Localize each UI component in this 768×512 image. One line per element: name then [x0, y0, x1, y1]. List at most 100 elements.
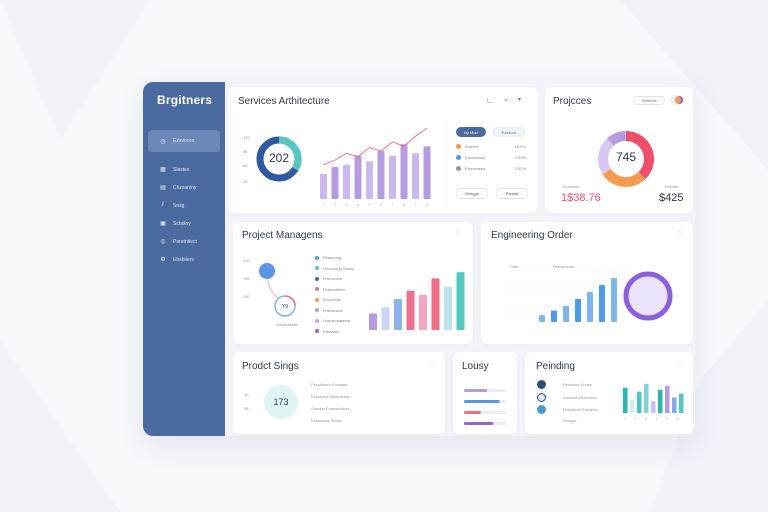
pending-bar — [679, 393, 684, 413]
pm-legend-item: Pnercenss — [315, 276, 342, 281]
legend-dot — [315, 329, 319, 333]
y-tick-mark: · — [496, 317, 497, 321]
y-tick-mark: · — [496, 293, 497, 297]
sidebar-item-6[interactable]: ⚙ Ebsbiters — [148, 251, 220, 268]
projects-donut-slice — [606, 131, 627, 147]
chevron-left-icon[interactable]: ∟ — [486, 96, 494, 105]
y-tick: 750 — [243, 276, 250, 281]
lousy-progress-chart — [464, 389, 506, 425]
legend-value: 2.52% — [514, 166, 526, 171]
x-tick-label: 5 — [666, 417, 668, 421]
sidebar-item-label: Chzsaniny — [173, 184, 197, 191]
product-item-1: Ezerdned Sesesshics — [311, 394, 350, 399]
legend-label: Pnochess — [323, 297, 341, 302]
pill-by-mod[interactable]: By Mod — [456, 127, 486, 137]
projects-donut-slice — [602, 168, 646, 187]
pill-ezssore[interactable]: Ezssore — [492, 127, 526, 137]
legend-item-0: Sraceld 15.5% — [456, 144, 526, 149]
sidebar-item-label: Slastes — [173, 166, 190, 173]
pending-item-1: Eosdioed Sesoicss — [563, 395, 597, 400]
services-bar — [412, 153, 419, 199]
y-tick: 200 — [243, 294, 250, 299]
x-tick-label: 4 — [357, 203, 359, 207]
services-bar — [331, 167, 339, 199]
button-pausar[interactable]: Pausar — [496, 188, 528, 199]
more-icon[interactable]: › — [457, 230, 459, 236]
lousy-title: Lousy — [462, 361, 489, 372]
services-bar — [423, 146, 431, 199]
engineering-bar — [563, 305, 569, 322]
x-tick-label: 2 — [635, 417, 637, 421]
engineering-bar — [611, 278, 617, 322]
toggle-icon[interactable] — [670, 95, 684, 105]
pending-item-2: Pcenidnet Sssnehie — [563, 407, 599, 412]
dropdown-icon[interactable]: ▾ — [518, 97, 522, 103]
pending-ico-1 — [537, 393, 546, 402]
x-tick-label: 10 — [425, 203, 429, 207]
sidebar-item-1[interactable]: ▦ Slastes — [148, 161, 220, 178]
legend-dot — [456, 166, 461, 171]
pm-bar — [381, 307, 390, 330]
legend-value: 2.52% — [514, 155, 526, 160]
legend-dot — [315, 266, 319, 270]
pm-bar — [431, 278, 440, 330]
projects-donut-slice — [625, 131, 654, 180]
x-tick-label: 3 — [645, 417, 647, 421]
legend-label: Sraceld — [465, 144, 479, 149]
more-icon[interactable]: › — [431, 361, 433, 367]
pending-bar — [630, 399, 635, 413]
legend-label: Evnzweses — [465, 155, 486, 160]
pending-chart: 1 2 3 4 5 6 — [623, 383, 684, 421]
side-tick: 38 — [244, 406, 249, 411]
sidebar-item-2[interactable]: ▤ Chzsaniny — [148, 179, 220, 196]
engineering-card: Engineering Order › Tdise Pencersuss · · ·… — [481, 222, 693, 344]
sidebar-item-5[interactable]: ◎ Paretntiect — [148, 233, 220, 250]
projects-left-label: Evensies — [563, 184, 580, 189]
project-mgmt-card: Project Managens › 100 750 200 Y9 Gasian… — [233, 222, 473, 344]
services-bar — [389, 155, 396, 199]
button-eseggs[interactable]: Eseggs — [456, 188, 488, 199]
pending-card: Peinding › Penslnes Snoss Eosdioed Sesoi… — [525, 352, 693, 434]
chevron-down-icon[interactable]: ⌄ — [503, 96, 509, 103]
services-bar — [366, 161, 373, 199]
engineering-title: Engineering Order — [491, 230, 573, 241]
clock-icon: ◷ — [160, 138, 166, 145]
x-tick-label: 9 — [415, 203, 417, 207]
pm-bar — [369, 313, 377, 330]
engineering-legend-1: Pencersuss — [553, 264, 574, 269]
progress-fill — [464, 389, 488, 392]
sidebar-item-label: Scholny — [173, 220, 191, 227]
progress-fill — [464, 411, 481, 414]
services-trend-line — [323, 127, 428, 166]
x-tick-label: 8 — [403, 203, 405, 207]
projects-tag[interactable]: Siestuns — [633, 96, 665, 105]
x-tick-label: 5 — [369, 203, 371, 207]
pm-bar — [456, 272, 465, 330]
legend-label: Poaneasees — [323, 286, 346, 292]
pm-legend-item: Gosnevaaterss — [315, 318, 350, 323]
services-bar — [377, 151, 385, 199]
sidebar-item-label: Paretntiect — [173, 238, 197, 245]
more-icon[interactable]: › — [679, 361, 681, 367]
services-title: Services Arthitecture — [238, 96, 330, 107]
donut-ring-segment — [278, 136, 302, 171]
pm-bar — [406, 290, 415, 330]
legend-dot — [315, 308, 319, 312]
x-tick-label: 2 — [334, 203, 336, 207]
sidebar-item-3[interactable]: ⫽ Snsg — [148, 197, 220, 214]
pending-item-3: Sesppir — [563, 418, 577, 423]
sidebar-item-4[interactable]: ▣ Scholny — [148, 215, 220, 232]
legend-label: Pnercenss — [323, 276, 342, 281]
legend-label: Paraalbs — [323, 328, 339, 334]
x-tick-label: 1 — [624, 417, 626, 421]
services-bar — [400, 144, 408, 199]
x-tick-label: 4 — [656, 417, 658, 421]
chart-icon: ⫽ — [161, 202, 165, 208]
engineering-bar — [587, 291, 593, 322]
user-icon: ◎ — [160, 239, 166, 245]
more-icon[interactable]: › — [679, 230, 681, 236]
pending-title: Peinding — [536, 361, 575, 372]
pm-legend-item: Pnochess — [315, 297, 341, 302]
sidebar-item-0[interactable]: ◷ Ezsvoces — [148, 130, 220, 152]
